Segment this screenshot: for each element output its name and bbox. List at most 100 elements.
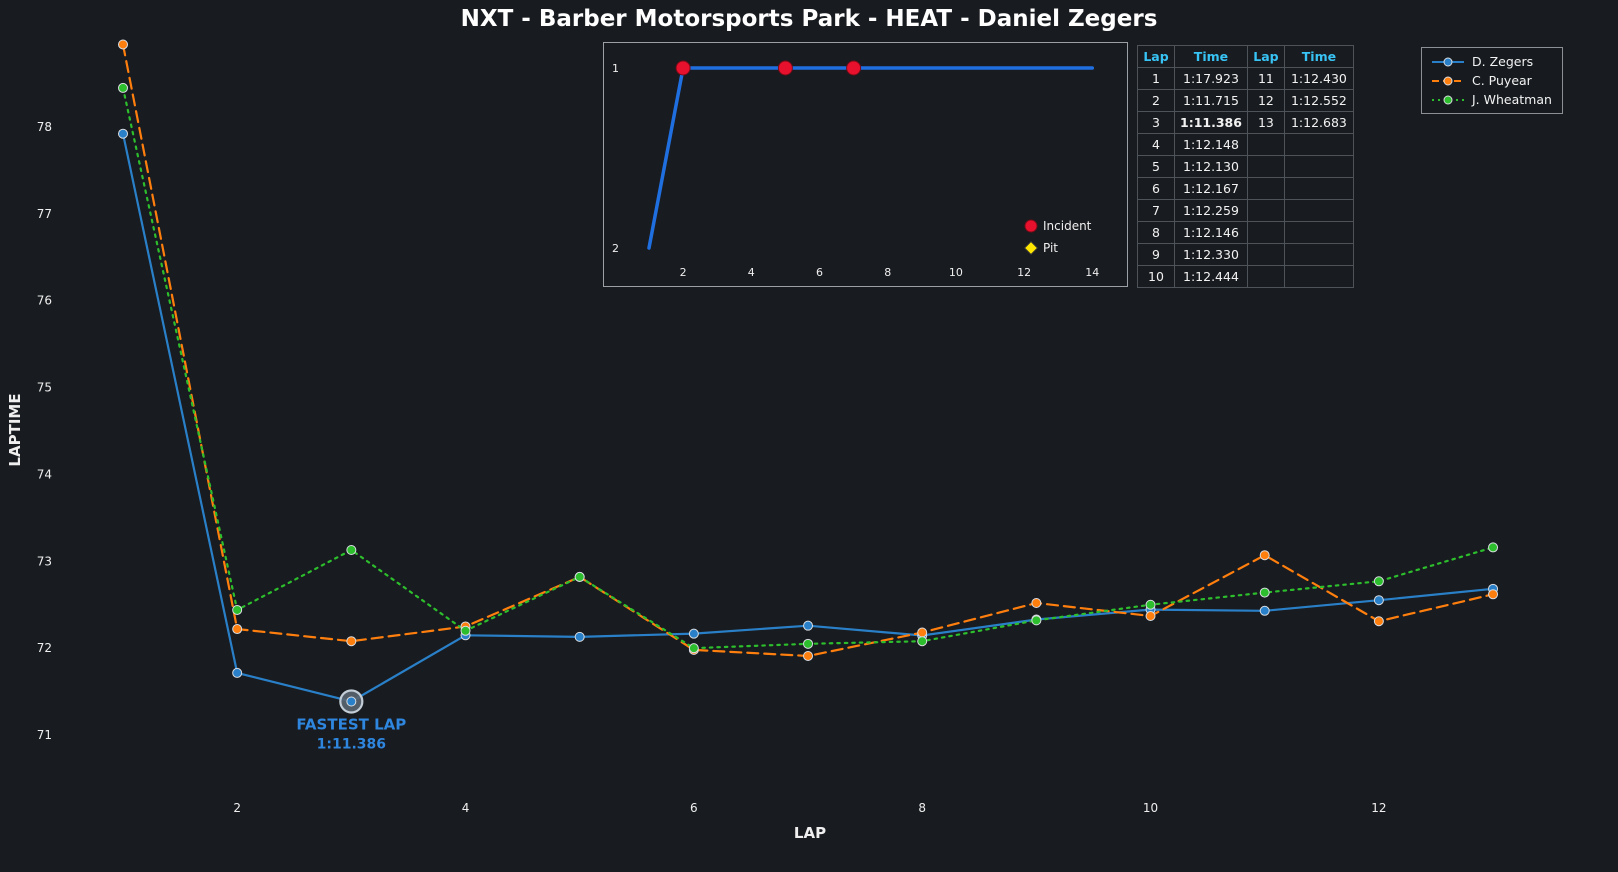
inset-x-tick-label: 6 xyxy=(816,266,823,279)
x-tick-label: 12 xyxy=(1371,801,1386,815)
table-row: 9 1:12.330 xyxy=(1137,243,1354,266)
data-point xyxy=(1373,616,1384,627)
data-point xyxy=(1031,597,1042,608)
data-point xyxy=(1259,550,1270,561)
incident-legend-label: Incident xyxy=(1043,219,1092,233)
lap-cell xyxy=(1246,177,1285,200)
time-cell: 1:12.259 xyxy=(1174,199,1248,222)
time-cell xyxy=(1283,221,1354,244)
data-point xyxy=(232,624,243,635)
table-header-cell: Lap xyxy=(1137,45,1175,68)
data-point xyxy=(346,696,357,707)
position-line xyxy=(647,66,1095,250)
legend-label: D. Zegers xyxy=(1472,54,1534,69)
y-tick-label: 75 xyxy=(37,381,52,395)
table-header-cell: Lap xyxy=(1246,45,1285,68)
lap-cell: 11 xyxy=(1246,67,1285,90)
time-cell: 1:12.130 xyxy=(1174,155,1248,178)
y-tick-label: 78 xyxy=(37,120,52,134)
y-tick-label: 77 xyxy=(37,207,52,221)
time-cell xyxy=(1283,177,1354,200)
data-point xyxy=(1031,615,1042,626)
lap-cell xyxy=(1246,155,1285,178)
data-point xyxy=(1259,587,1270,598)
table-header-row: Lap Time Lap Time xyxy=(1137,45,1354,68)
data-point xyxy=(118,128,128,139)
data-point xyxy=(688,628,699,639)
legend-marker xyxy=(1443,95,1453,104)
data-point xyxy=(803,650,814,661)
time-cell xyxy=(1283,243,1354,266)
data-point xyxy=(1488,589,1499,600)
inset-border xyxy=(603,42,1128,287)
pit-legend-icon xyxy=(1023,240,1039,256)
lap-times-table-wrap: Lap Time Lap Time 1 1:17.923 11 1:12.430 2 1:11.7… xyxy=(1137,45,1354,288)
table-row: 1 1:17.923 11 1:12.430 xyxy=(1137,67,1354,90)
table-row: 4 1:12.148 xyxy=(1137,133,1354,156)
lap-times-table: Lap Time Lap Time 1 1:17.923 11 1:12.430 2 1:11.7… xyxy=(1137,45,1354,288)
time-cell: 1:12.552 xyxy=(1283,89,1354,112)
time-cell: 1:17.923 xyxy=(1174,67,1248,90)
y-tick-label: 76 xyxy=(37,294,52,308)
table-row: 8 1:12.146 xyxy=(1137,221,1354,244)
table-row: 6 1:12.167 xyxy=(1137,177,1354,200)
legend-sample-solid xyxy=(1432,57,1464,66)
inset-x-tick-label: 14 xyxy=(1085,266,1099,279)
legend-item: D. Zegers xyxy=(1430,54,1554,69)
lap-cell: 1 xyxy=(1137,67,1175,90)
legend-sample-dotted xyxy=(1432,95,1464,104)
fastest-lap-value: 1:11.386 xyxy=(317,736,386,752)
series-legend: D. Zegers C. Puyear J. Wheatman xyxy=(1421,47,1563,114)
page-title: NXT - Barber Motorsports Park - HEAT - D… xyxy=(460,6,1158,32)
table-row: 7 1:12.259 xyxy=(1137,199,1354,222)
data-point xyxy=(460,625,471,636)
data-point xyxy=(1145,599,1156,610)
x-tick-label: 8 xyxy=(918,801,926,815)
y-tick-label: 74 xyxy=(37,467,52,481)
data-point xyxy=(346,545,357,556)
time-cell: 1:12.167 xyxy=(1174,177,1248,200)
lap-cell: 2 xyxy=(1137,89,1175,112)
x-axis-label: LAP xyxy=(794,824,826,842)
y-axis-label: LAPTIME xyxy=(6,393,24,466)
fastest-lap-label: FASTEST LAP xyxy=(296,715,406,733)
data-point xyxy=(803,638,814,649)
data-point xyxy=(232,667,243,678)
lap-cell: 10 xyxy=(1137,265,1175,288)
legend-item: J. Wheatman xyxy=(1430,92,1554,107)
legend-item: C. Puyear xyxy=(1430,73,1554,88)
table-row: 10 1:12.444 xyxy=(1137,265,1354,288)
data-point xyxy=(1373,595,1384,606)
table-row: 3 1:11.386 13 1:12.683 xyxy=(1137,111,1354,134)
data-point xyxy=(346,636,357,647)
time-cell: 1:11.715 xyxy=(1174,89,1248,112)
x-tick-label: 4 xyxy=(462,801,470,815)
lap-cell: 7 xyxy=(1137,199,1175,222)
lap-cell: 8 xyxy=(1137,221,1175,244)
time-cell: 1:12.683 xyxy=(1283,111,1354,134)
lap-cell xyxy=(1246,199,1285,222)
lap-cell: 3 xyxy=(1137,111,1175,134)
time-cell: 1:11.386 xyxy=(1174,111,1248,134)
legend-marker xyxy=(1443,57,1453,66)
lap-cell: 6 xyxy=(1137,177,1175,200)
y-tick-label: 73 xyxy=(37,554,52,568)
y-tick-label: 72 xyxy=(37,641,52,655)
x-tick-label: 2 xyxy=(233,801,241,815)
time-cell: 1:12.444 xyxy=(1174,265,1248,288)
incident-legend-icon xyxy=(1024,219,1038,233)
inset-x-tick-label: 2 xyxy=(680,266,687,279)
time-cell: 1:12.330 xyxy=(1174,243,1248,266)
inset-y-tick-label: 1 xyxy=(612,62,619,75)
x-tick-label: 10 xyxy=(1143,801,1158,815)
y-tick-label: 71 xyxy=(37,728,52,742)
data-point xyxy=(803,620,814,631)
time-cell xyxy=(1283,265,1354,288)
lap-cell xyxy=(1246,265,1285,288)
incident-marker xyxy=(846,60,862,76)
table-row: 2 1:11.715 12 1:12.552 xyxy=(1137,89,1354,112)
x-tick-label: 6 xyxy=(690,801,698,815)
time-cell xyxy=(1283,155,1354,178)
